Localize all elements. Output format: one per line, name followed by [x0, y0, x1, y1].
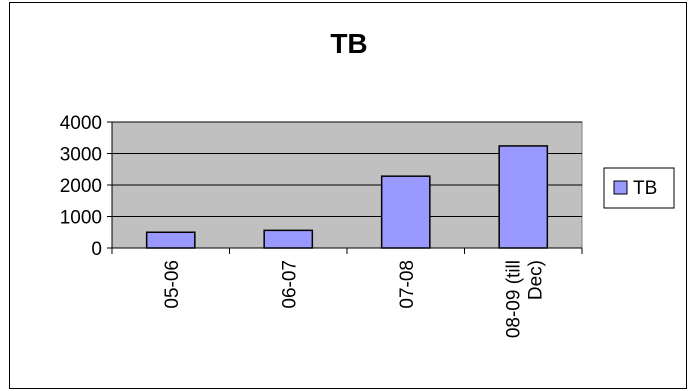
x-tick-label: 06-07: [279, 260, 300, 309]
bar: [380, 175, 431, 249]
y-tick-label: 0: [91, 239, 102, 260]
y-tick-label: 2000: [60, 176, 102, 197]
x-tick-label: 05-06: [162, 260, 183, 309]
legend-label-tb: TB: [633, 178, 657, 199]
x-tick-label: 08-09 (tillDec): [503, 260, 546, 338]
legend-swatch: [613, 180, 628, 195]
y-tick-label: 3000: [60, 145, 102, 166]
y-tick-label: 1000: [60, 208, 102, 229]
plot-area: 0 1000 2000 3000 4000 05-06 06-07 07-08 08-09 (t…: [60, 113, 583, 338]
y-tick-label: 4000: [60, 113, 102, 134]
bar: [145, 231, 196, 249]
x-tick-label: 07-08: [397, 260, 418, 309]
chart-title: TB: [330, 28, 367, 59]
legend: TB: [603, 167, 675, 209]
bar: [263, 229, 314, 249]
bar: [498, 145, 549, 249]
